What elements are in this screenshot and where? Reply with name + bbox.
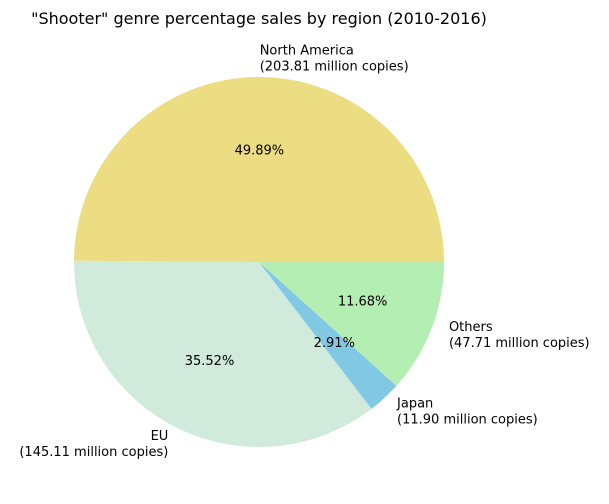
label-japan: Japan (11.90 million copies) (396, 397, 538, 428)
slice-others (259, 262, 444, 386)
percentage-labels: 49.89% 35.52% 2.91% 11.68% (185, 144, 388, 369)
slice-japan (259, 262, 397, 409)
label-eu: EU (145.11 million copies) (19, 429, 168, 460)
pct-label-japan: 2.91% (314, 336, 355, 351)
label-others: Others (47.71 million copies) (449, 320, 590, 351)
pct-label-north-america: 49.89% (235, 144, 285, 159)
pie-slices (74, 77, 445, 448)
chart-title: "Shooter" genre percentage sales by regi… (31, 9, 487, 28)
label-north-america: North America (203.81 million copies) (260, 44, 409, 75)
pct-label-others: 11.68% (338, 294, 388, 309)
slice-labels: North America (203.81 million copies) EU (1… (19, 44, 589, 461)
slice-north-america (74, 77, 445, 262)
pct-label-eu: 35.52% (185, 354, 235, 369)
slice-eu (74, 260, 372, 448)
